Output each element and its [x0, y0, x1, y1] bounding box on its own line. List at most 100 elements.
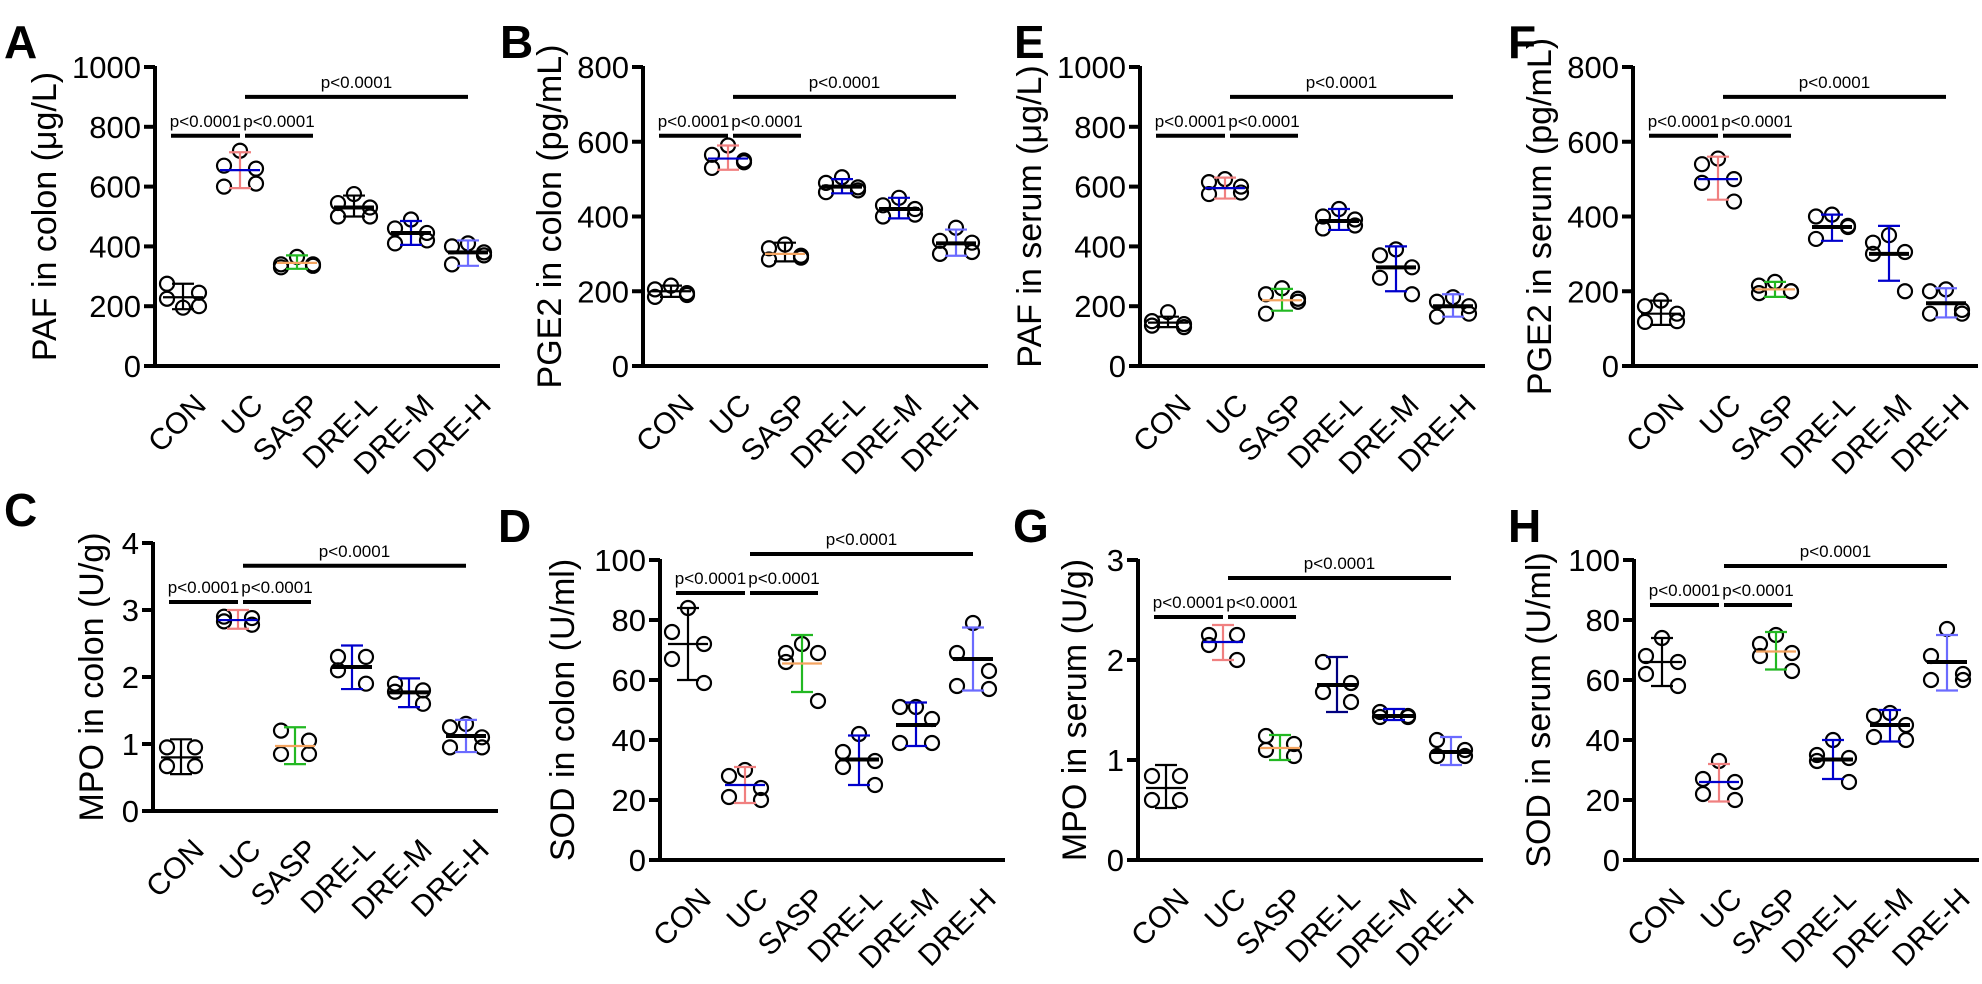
data-point	[1346, 217, 1364, 234]
data-point	[703, 159, 721, 177]
y-tick-label: 2	[122, 660, 139, 695]
data-point	[158, 739, 176, 756]
data-point	[1314, 208, 1332, 225]
panel-letter: D	[498, 500, 531, 552]
data-point	[1694, 770, 1712, 788]
data-point	[1783, 662, 1801, 680]
data-point	[414, 682, 432, 699]
data-point	[361, 208, 379, 225]
data-point	[1171, 767, 1189, 785]
data-point	[304, 257, 322, 274]
y-tick-label: 0	[1603, 843, 1620, 878]
x-tick-label: CON	[1620, 388, 1690, 458]
significance-label: p<0.0001	[1155, 112, 1226, 131]
significance-label: p<0.0001	[1721, 112, 1792, 131]
data-point	[1865, 707, 1883, 725]
significance-label: p<0.0001	[675, 569, 746, 588]
data-point	[703, 146, 721, 163]
significance-label: p<0.0001	[1800, 542, 1871, 561]
y-tick-label: 600	[1074, 170, 1126, 205]
data-point	[186, 758, 204, 775]
data-point	[1403, 286, 1421, 303]
data-point	[1922, 671, 1940, 689]
data-point	[357, 648, 375, 666]
data-point	[473, 739, 491, 756]
significance-label: p<0.0001	[168, 578, 239, 597]
data-point	[1921, 305, 1939, 322]
significance-label: p<0.0001	[241, 578, 312, 597]
panel-letter: A	[4, 16, 37, 68]
data-point	[158, 290, 176, 307]
data-point	[1750, 285, 1768, 302]
y-axis-label: SOD in serum (U/ml)	[1520, 552, 1558, 867]
data-point	[817, 174, 835, 191]
data-point	[329, 662, 347, 679]
data-point	[695, 674, 713, 692]
significance-label: p<0.0001	[1722, 581, 1793, 600]
y-tick-label: 1	[1107, 743, 1124, 778]
data-point	[849, 182, 867, 199]
data-point	[1428, 731, 1446, 749]
y-tick-label: 3	[1107, 543, 1124, 578]
y-tick-label: 400	[577, 200, 629, 235]
data-point	[215, 157, 233, 174]
data-point	[874, 197, 892, 214]
x-tick-label: CON	[140, 833, 210, 903]
y-tick-label: 2	[1107, 643, 1124, 678]
data-point	[1143, 767, 1161, 785]
data-point	[834, 758, 852, 776]
significance-label: p<0.0001	[1306, 73, 1377, 92]
y-tick-label: 20	[1586, 783, 1620, 818]
data-point	[300, 745, 318, 763]
data-point	[1693, 156, 1711, 173]
data-point	[1693, 174, 1711, 191]
y-tick-label: 600	[89, 170, 141, 205]
data-point	[1200, 636, 1218, 654]
panel-letter: H	[1508, 500, 1541, 552]
y-tick-label: 0	[1107, 843, 1124, 878]
data-point	[1807, 230, 1825, 248]
data-point	[1637, 665, 1655, 683]
data-point	[1428, 308, 1446, 325]
data-point	[752, 791, 770, 809]
data-point	[1750, 277, 1768, 294]
data-point	[441, 739, 459, 756]
y-tick-label: 0	[1109, 349, 1126, 384]
data-point	[1726, 791, 1744, 809]
significance-label: p<0.0001	[809, 73, 880, 92]
x-tick-label: CON	[1621, 882, 1691, 952]
data-point	[386, 235, 404, 252]
data-point	[735, 152, 753, 169]
significance-label: p<0.0001	[170, 112, 241, 131]
data-point	[923, 734, 941, 752]
y-tick-label: 100	[594, 543, 646, 578]
data-point	[1257, 305, 1275, 322]
data-point	[441, 719, 459, 736]
data-point	[272, 745, 290, 763]
data-point	[1897, 731, 1915, 749]
data-point	[1428, 747, 1446, 765]
x-tick-label: CON	[647, 882, 717, 952]
data-point	[891, 734, 909, 752]
y-tick-label: 200	[577, 274, 629, 309]
data-point	[760, 240, 778, 257]
data-point	[1171, 791, 1189, 809]
y-tick-label: 800	[89, 110, 141, 145]
data-point	[752, 779, 770, 797]
y-tick-label: 800	[1074, 110, 1126, 145]
panel-letter: B	[500, 16, 533, 68]
y-tick-label: 200	[89, 289, 141, 324]
data-point	[1807, 208, 1825, 225]
y-tick-label: 800	[1567, 50, 1619, 85]
significance-label: p<0.0001	[1153, 593, 1224, 612]
x-tick-label: CON	[1127, 388, 1197, 458]
significance-label: p<0.0001	[1799, 73, 1870, 92]
data-point	[247, 175, 265, 192]
data-point	[948, 677, 966, 695]
